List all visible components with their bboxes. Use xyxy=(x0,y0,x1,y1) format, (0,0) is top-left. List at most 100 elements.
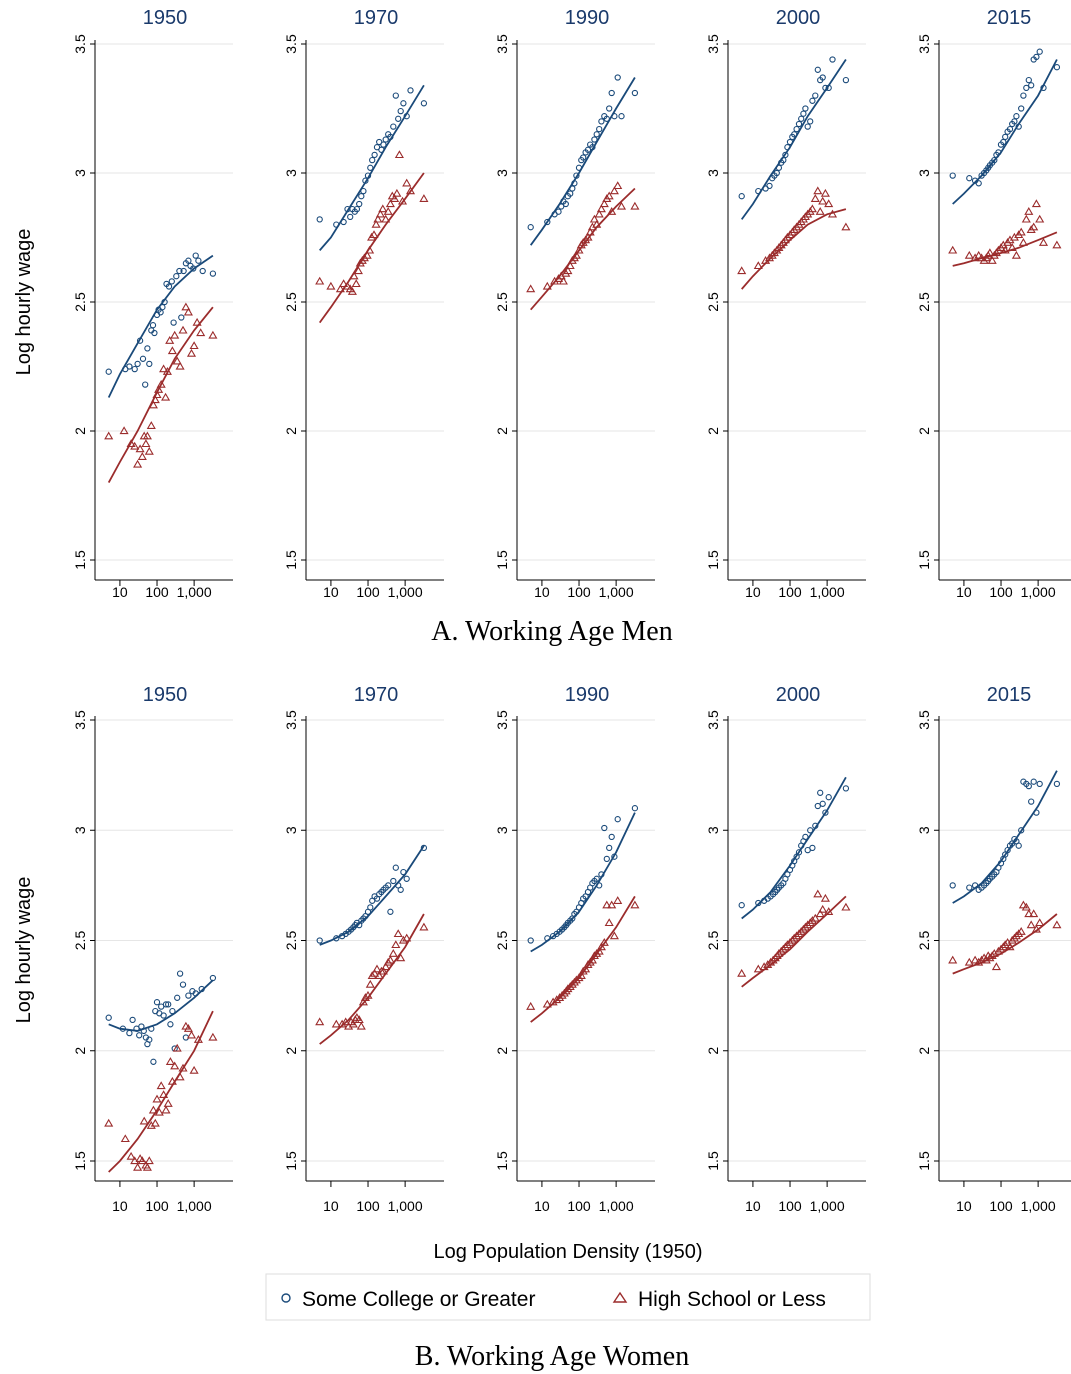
y-tick-label: 2.5 xyxy=(494,931,510,951)
highschool-point xyxy=(1024,207,1034,215)
highschool-point xyxy=(1021,214,1031,223)
highschool-point xyxy=(358,997,368,1006)
college-point xyxy=(1015,123,1022,130)
college-point xyxy=(555,208,562,215)
highschool-point xyxy=(604,191,614,200)
x-tick-label: 10 xyxy=(745,584,761,600)
highschool-point xyxy=(594,946,604,955)
college-point xyxy=(596,125,603,133)
highschool-point xyxy=(365,245,375,254)
highschool-point xyxy=(558,276,568,285)
x-tick-label: 1,000 xyxy=(599,584,634,600)
highschool-point xyxy=(391,940,401,949)
highschool-point xyxy=(571,975,581,984)
y-tick-label: 3 xyxy=(283,169,299,177)
highschool-point xyxy=(1026,920,1036,929)
college-point xyxy=(362,177,369,184)
highschool-point xyxy=(574,245,584,254)
y-tick-label: 2.5 xyxy=(494,292,510,312)
college-point xyxy=(380,141,387,148)
x-tick-label: 1,000 xyxy=(810,584,845,600)
highschool-point xyxy=(152,390,162,399)
college-point xyxy=(766,182,773,190)
facet-title: 1950 xyxy=(143,7,188,29)
highschool-point xyxy=(1014,929,1024,938)
highschool-point xyxy=(165,336,175,344)
college-point xyxy=(133,1025,140,1032)
college-point xyxy=(558,203,565,210)
college-point xyxy=(353,205,361,213)
college-point xyxy=(199,267,206,275)
highschool-point xyxy=(172,1043,182,1052)
college-point xyxy=(420,844,428,852)
college-point xyxy=(165,283,173,290)
highschool-point xyxy=(594,209,604,218)
highschool-point xyxy=(337,1019,347,1028)
college-point xyxy=(819,74,826,81)
facet-2000: 2000 1.5 2 2.5 3 3.5 10 100 1,000 xyxy=(705,7,866,600)
highschool-point xyxy=(172,356,182,365)
y-tick-label: 1.5 xyxy=(494,1151,510,1171)
highschool-point xyxy=(383,207,393,215)
highschool-point xyxy=(159,1090,169,1098)
highschool-point xyxy=(778,944,788,953)
y-tick-label: 3.5 xyxy=(705,34,721,54)
college-point xyxy=(603,115,610,122)
highschool-point xyxy=(152,1094,162,1103)
highschool-point xyxy=(596,942,606,951)
college-fit-line xyxy=(741,776,847,920)
college-fit-line xyxy=(530,812,636,953)
x-tick-label: 100 xyxy=(778,584,802,600)
college-point xyxy=(608,833,615,841)
college-point xyxy=(185,992,192,999)
highschool-point xyxy=(154,385,164,393)
highschool-point xyxy=(785,938,795,946)
college-point xyxy=(780,156,787,164)
college-point xyxy=(814,802,821,810)
y-tick-label: 1.5 xyxy=(72,1151,88,1171)
x-tick-label: 1,000 xyxy=(1021,1198,1056,1214)
highschool-point xyxy=(810,913,820,922)
highschool-point xyxy=(359,253,369,262)
highschool-point xyxy=(161,1105,171,1114)
college-point xyxy=(371,151,378,159)
highschool-point xyxy=(974,957,984,966)
highschool-point xyxy=(315,276,325,285)
highschool-point xyxy=(609,186,619,195)
college-point xyxy=(176,267,183,275)
college-point xyxy=(738,193,745,200)
x-tick-label: 10 xyxy=(323,584,339,600)
y-tick-label: 2.5 xyxy=(283,931,299,951)
highschool-point xyxy=(119,426,129,435)
college-point xyxy=(126,1029,133,1037)
highschool-point xyxy=(363,990,373,999)
highschool-point xyxy=(815,909,825,918)
college-point xyxy=(1033,53,1040,61)
college-point xyxy=(151,329,158,337)
highschool-point xyxy=(159,364,169,373)
college-point xyxy=(126,363,133,370)
highschool-point xyxy=(142,1162,152,1171)
college-point xyxy=(569,185,576,192)
x-tick-label: 10 xyxy=(112,584,128,600)
highschool-point xyxy=(189,341,199,350)
legend-college-label: Some College or Greater xyxy=(302,1288,535,1311)
college-point xyxy=(809,844,816,852)
y-tick-label: 3 xyxy=(494,826,510,834)
highschool-point xyxy=(189,1065,199,1074)
college-point xyxy=(119,1025,127,1032)
highschool-point xyxy=(339,279,349,288)
college-point xyxy=(773,169,780,177)
highschool-point xyxy=(998,240,1008,249)
highschool-point xyxy=(208,1032,218,1041)
highschool-point xyxy=(385,199,395,208)
highschool-point xyxy=(987,256,997,264)
highschool-point xyxy=(1018,238,1028,246)
college-point xyxy=(802,105,809,112)
college-point xyxy=(356,200,363,208)
highschool-point xyxy=(374,971,384,979)
college-point xyxy=(593,131,600,138)
highschool-point xyxy=(335,284,345,293)
panel-b-caption: B. Working Age Women xyxy=(415,1341,689,1372)
highschool-point xyxy=(818,904,828,913)
